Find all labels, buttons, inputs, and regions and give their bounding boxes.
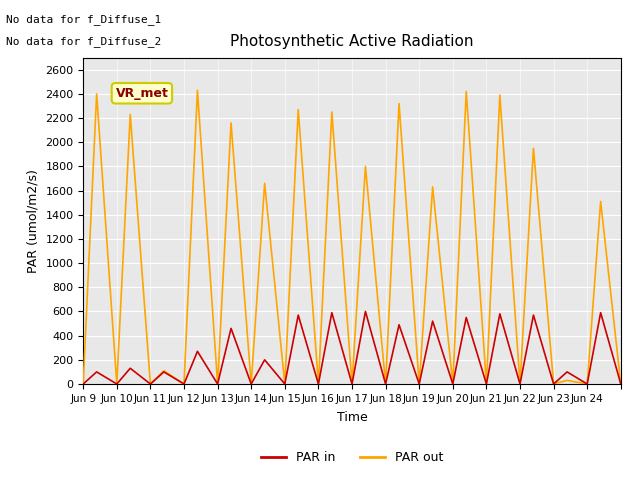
Legend: PAR in, PAR out: PAR in, PAR out [255,446,449,469]
Text: No data for f_Diffuse_2: No data for f_Diffuse_2 [6,36,162,47]
Title: Photosynthetic Active Radiation: Photosynthetic Active Radiation [230,35,474,49]
Text: VR_met: VR_met [115,87,168,100]
Text: No data for f_Diffuse_1: No data for f_Diffuse_1 [6,14,162,25]
Y-axis label: PAR (umol/m2/s): PAR (umol/m2/s) [27,169,40,273]
X-axis label: Time: Time [337,411,367,424]
